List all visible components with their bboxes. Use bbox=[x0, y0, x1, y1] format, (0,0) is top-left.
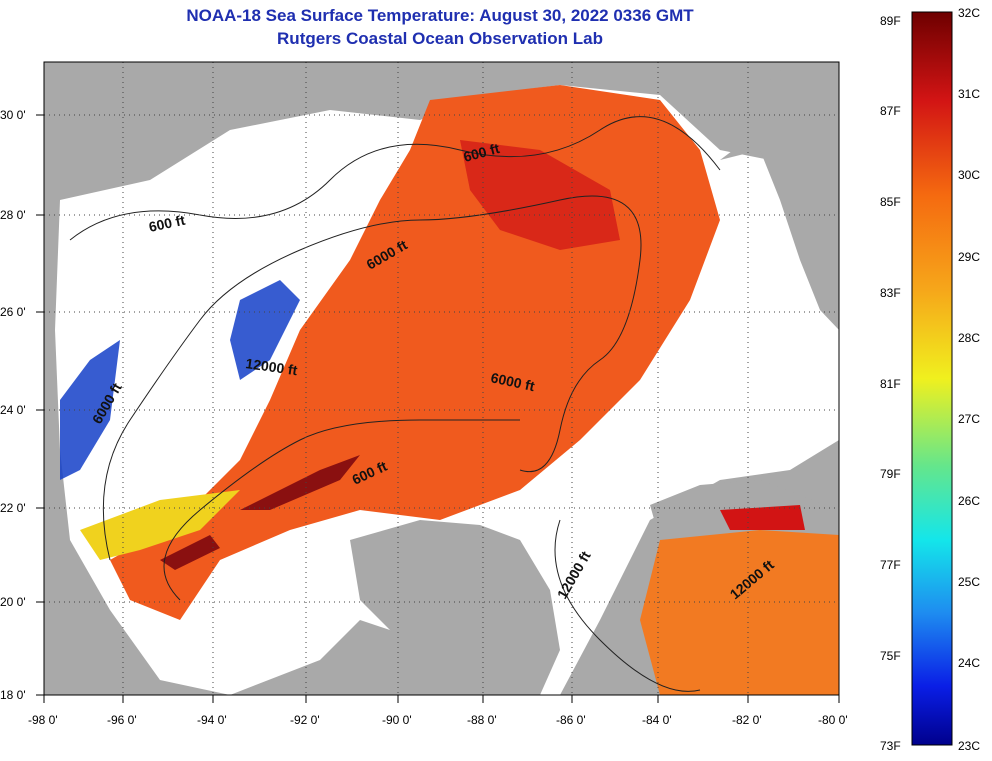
colorbar-c-labels: 32C 31C 30C 29C 28C 27C 26C 25C 24C 23C bbox=[958, 6, 980, 753]
svg-text:-80 0': -80 0' bbox=[818, 713, 848, 727]
bathymetry-contours bbox=[69, 116, 721, 692]
svg-text:26C: 26C bbox=[958, 494, 980, 508]
svg-text:30 0': 30 0' bbox=[0, 108, 26, 122]
hot-streak bbox=[240, 455, 360, 510]
map-title: NOAA-18 Sea Surface Temperature: August … bbox=[186, 6, 694, 25]
caribbean-hot bbox=[720, 505, 805, 530]
svg-text:85F: 85F bbox=[880, 195, 901, 209]
svg-text:77F: 77F bbox=[880, 558, 901, 572]
graticule bbox=[44, 62, 839, 695]
svg-text:83F: 83F bbox=[880, 286, 901, 300]
svg-text:28 0': 28 0' bbox=[0, 208, 26, 222]
svg-text:-94 0': -94 0' bbox=[197, 713, 227, 727]
yucatan-land bbox=[350, 520, 560, 695]
svg-text:-92 0': -92 0' bbox=[290, 713, 320, 727]
hot-water-north bbox=[460, 140, 620, 250]
svg-text:27C: 27C bbox=[958, 412, 980, 426]
lat-tick-labels: 30 0' 28 0' 26 0' 24 0' 22 0' 20 0' 18 0… bbox=[0, 108, 26, 702]
svg-text:-88 0': -88 0' bbox=[467, 713, 497, 727]
svg-text:32C: 32C bbox=[958, 6, 980, 20]
svg-text:73F: 73F bbox=[880, 739, 901, 753]
svg-text:75F: 75F bbox=[880, 649, 901, 663]
svg-text:31C: 31C bbox=[958, 87, 980, 101]
lon-tick-labels: -98 0' -96 0' -94 0' -92 0' -90 0' -88 0… bbox=[28, 713, 848, 727]
caribbean-water bbox=[640, 530, 839, 695]
svg-text:24 0': 24 0' bbox=[0, 403, 26, 417]
svg-text:28C: 28C bbox=[958, 331, 980, 345]
svg-text:-86 0': -86 0' bbox=[556, 713, 586, 727]
svg-text:79F: 79F bbox=[880, 467, 901, 481]
colorbar-f-labels: 89F 87F 85F 83F 81F 79F 77F 75F 73F bbox=[880, 14, 901, 753]
svg-text:-98 0': -98 0' bbox=[28, 713, 58, 727]
svg-text:29C: 29C bbox=[958, 250, 980, 264]
svg-text:89F: 89F bbox=[880, 14, 901, 28]
colorbar bbox=[911, 11, 953, 746]
hot-streak-2 bbox=[160, 535, 220, 570]
cool-water-mid bbox=[230, 280, 300, 380]
svg-text:-90 0': -90 0' bbox=[382, 713, 412, 727]
frame-ticks bbox=[36, 114, 840, 703]
svg-text:22 0': 22 0' bbox=[0, 501, 26, 515]
svg-text:-96 0': -96 0' bbox=[107, 713, 137, 727]
svg-text:23C: 23C bbox=[958, 739, 980, 753]
svg-text:24C: 24C bbox=[958, 656, 980, 670]
svg-text:20 0': 20 0' bbox=[0, 595, 26, 609]
svg-text:600 ft: 600 ft bbox=[147, 212, 186, 235]
svg-text:12000 ft: 12000 ft bbox=[245, 355, 299, 378]
map-subtitle: Rutgers Coastal Ocean Observation Lab bbox=[277, 29, 603, 48]
florida-land bbox=[720, 62, 839, 330]
svg-text:26 0': 26 0' bbox=[0, 305, 26, 319]
svg-text:18 0': 18 0' bbox=[0, 688, 26, 702]
svg-text:87F: 87F bbox=[880, 104, 901, 118]
svg-text:-82 0': -82 0' bbox=[732, 713, 762, 727]
svg-text:25C: 25C bbox=[958, 575, 980, 589]
svg-text:81F: 81F bbox=[880, 377, 901, 391]
svg-text:-84 0': -84 0' bbox=[642, 713, 672, 727]
svg-text:30C: 30C bbox=[958, 168, 980, 182]
map-frame bbox=[43, 61, 840, 696]
